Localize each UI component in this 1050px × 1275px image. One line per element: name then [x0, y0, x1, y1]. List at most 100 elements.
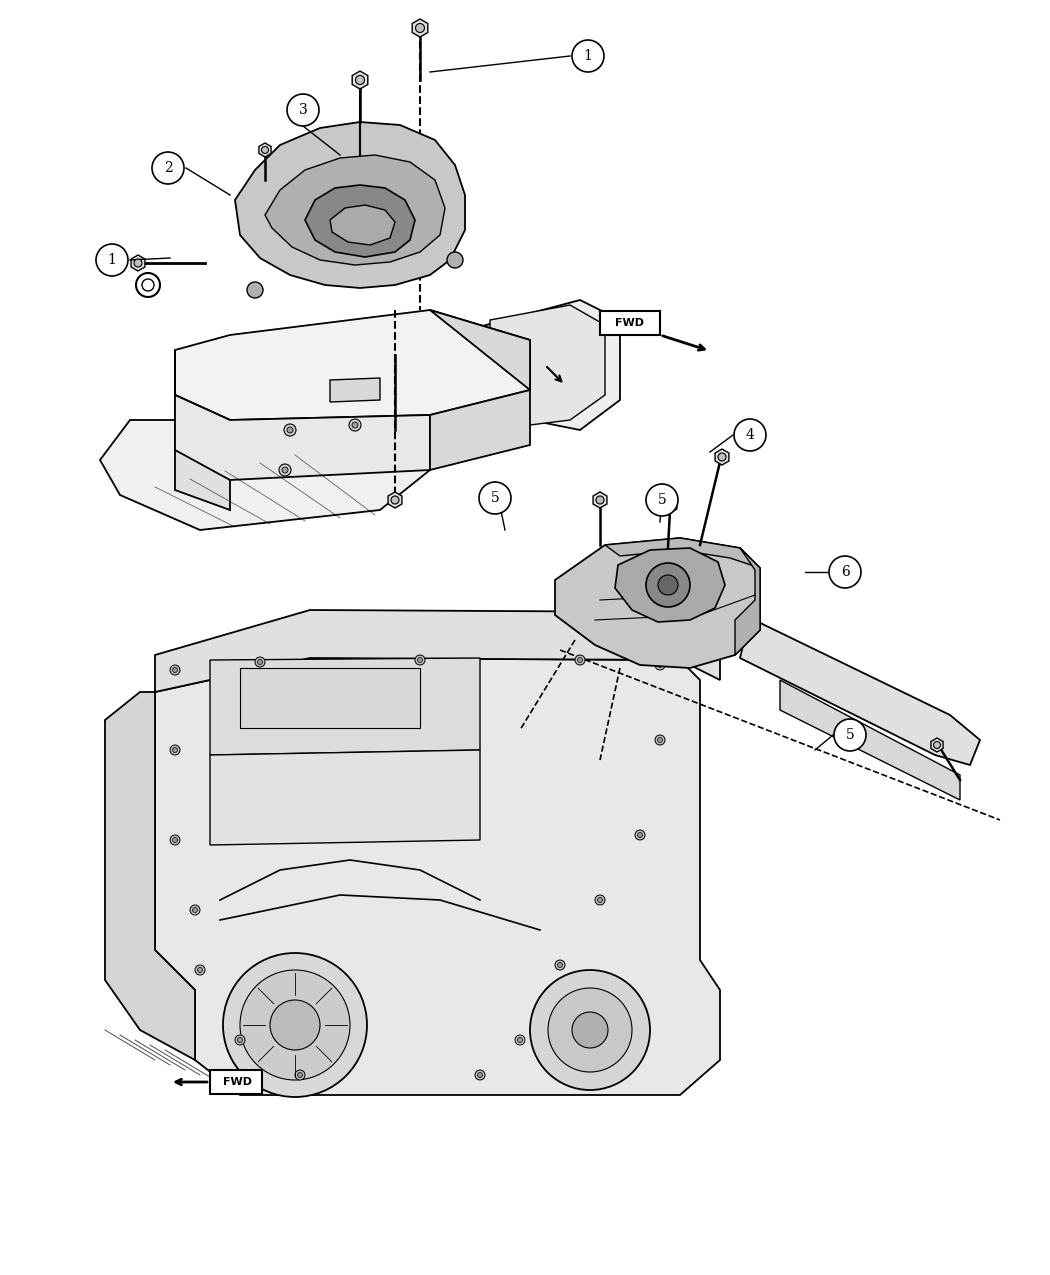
Circle shape	[475, 1070, 485, 1080]
Circle shape	[287, 427, 293, 434]
Circle shape	[635, 830, 645, 840]
Circle shape	[240, 970, 350, 1080]
Text: 5: 5	[845, 728, 855, 742]
Polygon shape	[352, 71, 367, 89]
Circle shape	[597, 898, 603, 903]
Polygon shape	[155, 658, 720, 1095]
Polygon shape	[388, 492, 402, 507]
Circle shape	[287, 94, 319, 126]
Circle shape	[637, 833, 643, 838]
Bar	[210, 1070, 262, 1094]
Circle shape	[415, 655, 425, 666]
Polygon shape	[663, 497, 677, 513]
Circle shape	[172, 668, 177, 672]
Circle shape	[96, 244, 128, 275]
Circle shape	[152, 152, 184, 184]
Circle shape	[447, 252, 463, 268]
Polygon shape	[413, 19, 427, 37]
Circle shape	[235, 1035, 245, 1046]
Circle shape	[657, 663, 663, 668]
Circle shape	[518, 1038, 523, 1043]
Circle shape	[170, 666, 180, 674]
Polygon shape	[330, 205, 395, 245]
Circle shape	[192, 908, 197, 913]
Circle shape	[658, 575, 678, 595]
Polygon shape	[259, 143, 271, 157]
Circle shape	[270, 1000, 320, 1051]
Polygon shape	[210, 750, 480, 845]
Text: 5: 5	[490, 491, 500, 505]
Circle shape	[572, 1012, 608, 1048]
Circle shape	[479, 482, 511, 514]
Text: 6: 6	[841, 565, 849, 579]
Circle shape	[223, 952, 368, 1096]
Circle shape	[352, 422, 358, 428]
Circle shape	[172, 747, 177, 752]
Circle shape	[284, 425, 296, 436]
Circle shape	[190, 905, 200, 915]
Text: FWD: FWD	[223, 1077, 252, 1088]
Bar	[600, 311, 660, 335]
Polygon shape	[593, 492, 607, 507]
Text: 2: 2	[164, 161, 172, 175]
Polygon shape	[175, 351, 230, 510]
Polygon shape	[715, 449, 729, 465]
Text: 3: 3	[298, 103, 308, 117]
Polygon shape	[353, 71, 366, 88]
Circle shape	[530, 970, 650, 1090]
Circle shape	[247, 282, 262, 298]
Circle shape	[282, 467, 288, 473]
Circle shape	[255, 657, 265, 667]
Polygon shape	[735, 548, 760, 655]
Text: 5: 5	[657, 493, 667, 507]
Circle shape	[718, 453, 726, 462]
Bar	[240, 668, 420, 728]
Polygon shape	[105, 692, 195, 1060]
Circle shape	[734, 419, 766, 451]
Circle shape	[657, 737, 663, 742]
Text: 4: 4	[746, 428, 755, 442]
Circle shape	[418, 658, 422, 663]
Circle shape	[237, 1038, 243, 1043]
Circle shape	[578, 658, 583, 663]
Polygon shape	[780, 680, 960, 799]
Circle shape	[478, 1072, 483, 1077]
Circle shape	[297, 1072, 302, 1077]
Circle shape	[356, 75, 364, 84]
Polygon shape	[175, 310, 530, 419]
Polygon shape	[931, 738, 943, 752]
Circle shape	[575, 655, 585, 666]
Circle shape	[356, 76, 364, 84]
Polygon shape	[430, 300, 620, 430]
Polygon shape	[740, 618, 980, 765]
Text: 1: 1	[584, 48, 592, 62]
Circle shape	[834, 719, 866, 751]
Circle shape	[197, 968, 203, 973]
Circle shape	[933, 742, 941, 748]
Circle shape	[391, 496, 399, 504]
Circle shape	[558, 963, 563, 968]
Circle shape	[666, 501, 674, 509]
Polygon shape	[265, 156, 445, 265]
Circle shape	[349, 419, 361, 431]
Circle shape	[548, 988, 632, 1072]
Circle shape	[514, 1035, 525, 1046]
Circle shape	[655, 734, 665, 745]
Circle shape	[646, 564, 690, 607]
Circle shape	[295, 1070, 304, 1080]
Polygon shape	[615, 548, 724, 622]
Polygon shape	[235, 122, 465, 288]
Text: 1: 1	[107, 252, 117, 266]
Circle shape	[170, 745, 180, 755]
Polygon shape	[131, 255, 145, 272]
Polygon shape	[490, 305, 605, 430]
Polygon shape	[175, 395, 430, 479]
Polygon shape	[210, 658, 480, 755]
Polygon shape	[555, 538, 760, 668]
Circle shape	[646, 484, 678, 516]
Circle shape	[257, 659, 262, 664]
Circle shape	[170, 835, 180, 845]
Polygon shape	[605, 538, 760, 567]
Polygon shape	[155, 609, 720, 692]
Polygon shape	[330, 377, 380, 402]
